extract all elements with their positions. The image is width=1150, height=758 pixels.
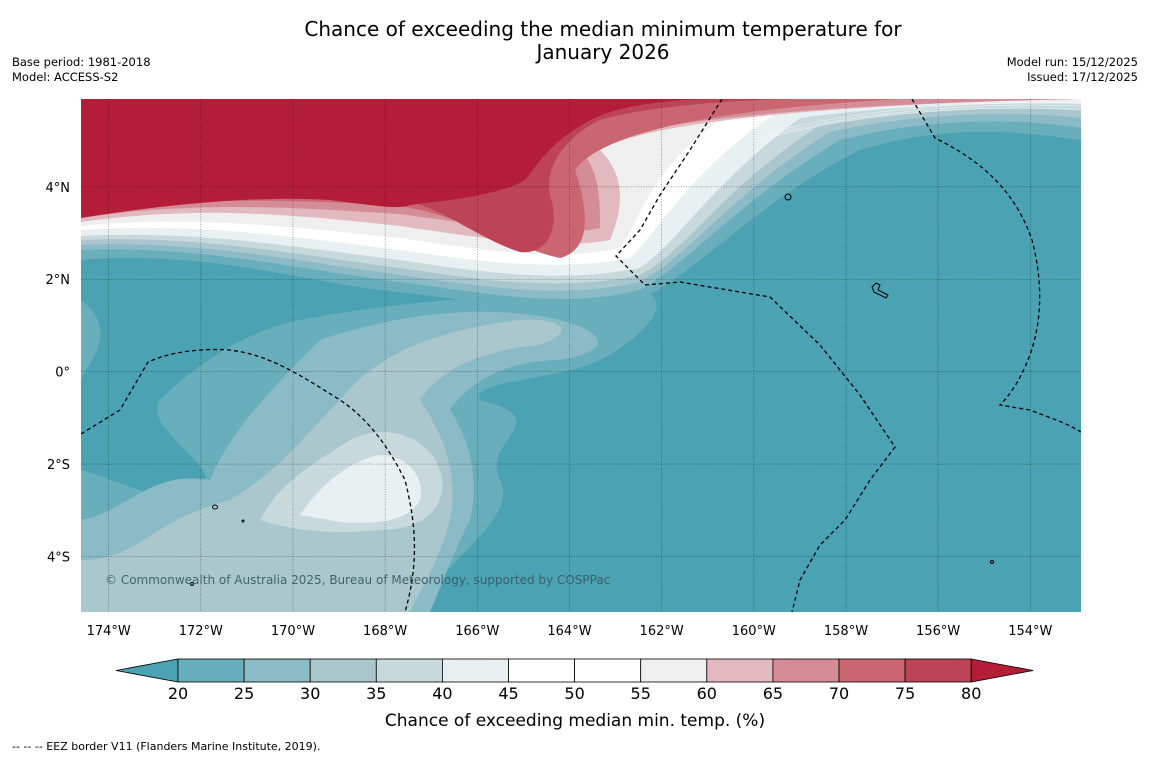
- eez-footnote: -- -- -- EEZ border V11 (Flanders Marine…: [12, 740, 321, 753]
- longitude-tick-labels: 174°W 172°W 170°W 168°W 166°W 164°W 162°W 160°W…: [87, 624, 1053, 639]
- colorbar-swatch: [508, 658, 575, 683]
- title-line-2: January 2026: [536, 40, 670, 64]
- lon-tick-label: 154°W: [1008, 624, 1052, 639]
- colorbar-swatch: [243, 658, 311, 683]
- title-line-1: Chance of exceeding the median minimum t…: [304, 17, 902, 41]
- lon-tick-label: 162°W: [640, 624, 684, 639]
- lon-tick-label: 158°W: [824, 624, 868, 639]
- colorbar-swatch: [640, 658, 708, 683]
- island: [990, 560, 994, 564]
- lon-tick-label: 164°W: [547, 624, 591, 639]
- island: [212, 504, 218, 510]
- gridlines: [81, 99, 1081, 612]
- eez-borders: [81, 99, 1081, 612]
- island: [241, 519, 245, 523]
- meta-left: Base period: 1981-2018 Model: ACCESS-S2: [12, 55, 151, 85]
- model-run: Model run: 15/12/2025: [1006, 55, 1138, 69]
- lon-tick-label: 156°W: [916, 624, 960, 639]
- lon-tick-label: 166°W: [455, 624, 499, 639]
- island: [784, 193, 792, 201]
- copyright-notice: © Commonwealth of Australia 2025, Bureau…: [105, 573, 610, 587]
- colorbar-tick: 80: [961, 684, 981, 703]
- colorbar-tick-labels: 20 25 30 35 40 45 50 55 60 65 70 75 80: [168, 684, 982, 703]
- colorbar-tick: 70: [829, 684, 849, 703]
- colorbar-tick: 20: [168, 684, 188, 703]
- model-name: Model: ACCESS-S2: [12, 70, 119, 84]
- lat-tick-label: 4°N: [46, 181, 71, 196]
- field-band-over-80: [81, 99, 720, 218]
- lat-tick-label: 0°: [55, 366, 70, 381]
- lon-tick-label: 168°W: [363, 624, 407, 639]
- colorbar-tick: 65: [763, 684, 783, 703]
- lat-tick-label: 2°N: [46, 273, 71, 288]
- colorbar-tick: 25: [234, 684, 254, 703]
- colorbar-tick: 30: [300, 684, 320, 703]
- colorbar-tick: 50: [564, 684, 584, 703]
- colorbar-swatch: [706, 658, 774, 683]
- lat-tick-label: 4°S: [47, 551, 70, 566]
- eez-border-north: [615, 99, 896, 612]
- map-plot-area: [81, 99, 1081, 612]
- colorbar-tick: 40: [432, 684, 452, 703]
- island: [871, 282, 889, 299]
- latitude-tick-labels: 4°N 2°N 0° 2°S 4°S: [46, 181, 71, 566]
- colorbar-swatch: [309, 658, 377, 683]
- lon-tick-label: 170°W: [271, 624, 315, 639]
- colorbar-swatch: [772, 658, 840, 683]
- map-title: Chance of exceeding the median minimum t…: [0, 18, 1150, 64]
- lon-tick-label: 174°W: [87, 624, 131, 639]
- lon-tick-label: 160°W: [732, 624, 776, 639]
- eez-border-east: [911, 99, 1081, 433]
- map-figure: 174°W 172°W 170°W 168°W 166°W 164°W 162°W 160°W…: [46, 99, 1081, 731]
- colorbar-swatch: [838, 658, 906, 683]
- colorbar-swatch: [375, 658, 443, 683]
- colorbar-swatch: [177, 658, 245, 683]
- colorbar: [115, 658, 1034, 683]
- colorbar-label: Chance of exceeding median min. temp. (%…: [385, 711, 765, 731]
- lon-tick-label: 172°W: [179, 624, 223, 639]
- colorbar-tick: 35: [366, 684, 386, 703]
- issued-date: Issued: 17/12/2025: [1027, 70, 1138, 84]
- colorbar-tick: 60: [697, 684, 717, 703]
- colorbar-tick: 45: [498, 684, 518, 703]
- colorbar-tick: 75: [895, 684, 915, 703]
- meta-right: Model run: 15/12/2025 Issued: 17/12/2025: [1007, 55, 1138, 85]
- islands: [190, 193, 994, 586]
- field-band-45b: [300, 455, 421, 523]
- colorbar-swatch: [574, 658, 642, 683]
- colorbar-arrow-high: [970, 658, 1034, 683]
- colorbar-swatch: [904, 658, 972, 683]
- eez-border-west: [81, 348, 416, 612]
- base-period: Base period: 1981-2018: [12, 55, 151, 69]
- colorbar-swatch: [441, 658, 509, 683]
- island: [190, 582, 194, 586]
- lat-tick-label: 2°S: [47, 458, 70, 473]
- colorbar-arrow-low: [115, 658, 179, 683]
- colorbar-tick: 55: [631, 684, 651, 703]
